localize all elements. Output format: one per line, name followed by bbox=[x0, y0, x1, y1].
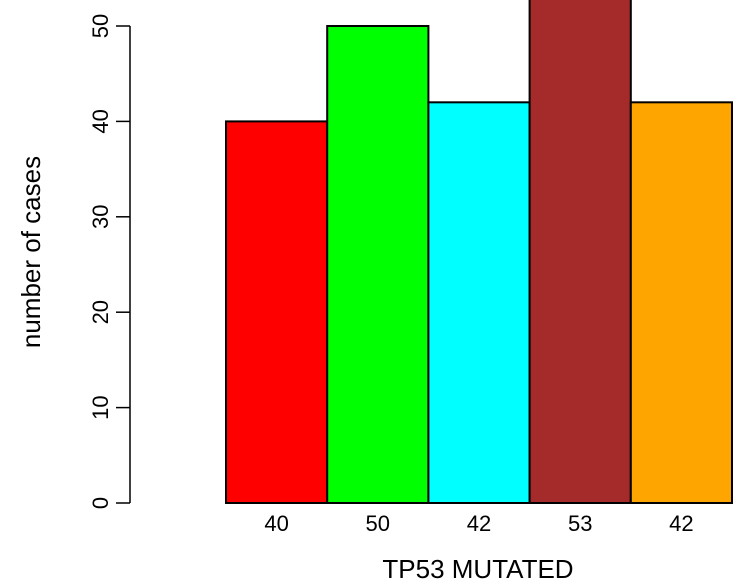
x-tick-label: 42 bbox=[467, 511, 491, 536]
bar bbox=[225, 120, 329, 505]
bar bbox=[629, 101, 733, 504]
y-axis-title: number of cases bbox=[16, 156, 46, 348]
bar bbox=[326, 25, 430, 504]
x-tick-label: 42 bbox=[669, 511, 693, 536]
bars bbox=[225, 0, 733, 505]
y-tick-label: 20 bbox=[88, 300, 113, 324]
x-tick-label: 40 bbox=[264, 511, 288, 536]
y-axis: 0 10 20 30 40 50 bbox=[88, 14, 131, 509]
x-tick-label: 53 bbox=[568, 511, 592, 536]
y-tick-label: 50 bbox=[88, 14, 113, 38]
bar bbox=[427, 101, 531, 504]
y-tick-label: 10 bbox=[88, 395, 113, 419]
bar bbox=[528, 0, 632, 504]
y-tick-label: 30 bbox=[88, 205, 113, 229]
y-tick-label: 40 bbox=[88, 109, 113, 133]
y-tick-label: 0 bbox=[88, 497, 113, 509]
x-tick-labels: 40 50 42 53 42 bbox=[264, 511, 693, 536]
x-tick-label: 50 bbox=[366, 511, 390, 536]
x-axis-title: TP53 MUTATED bbox=[382, 554, 573, 584]
